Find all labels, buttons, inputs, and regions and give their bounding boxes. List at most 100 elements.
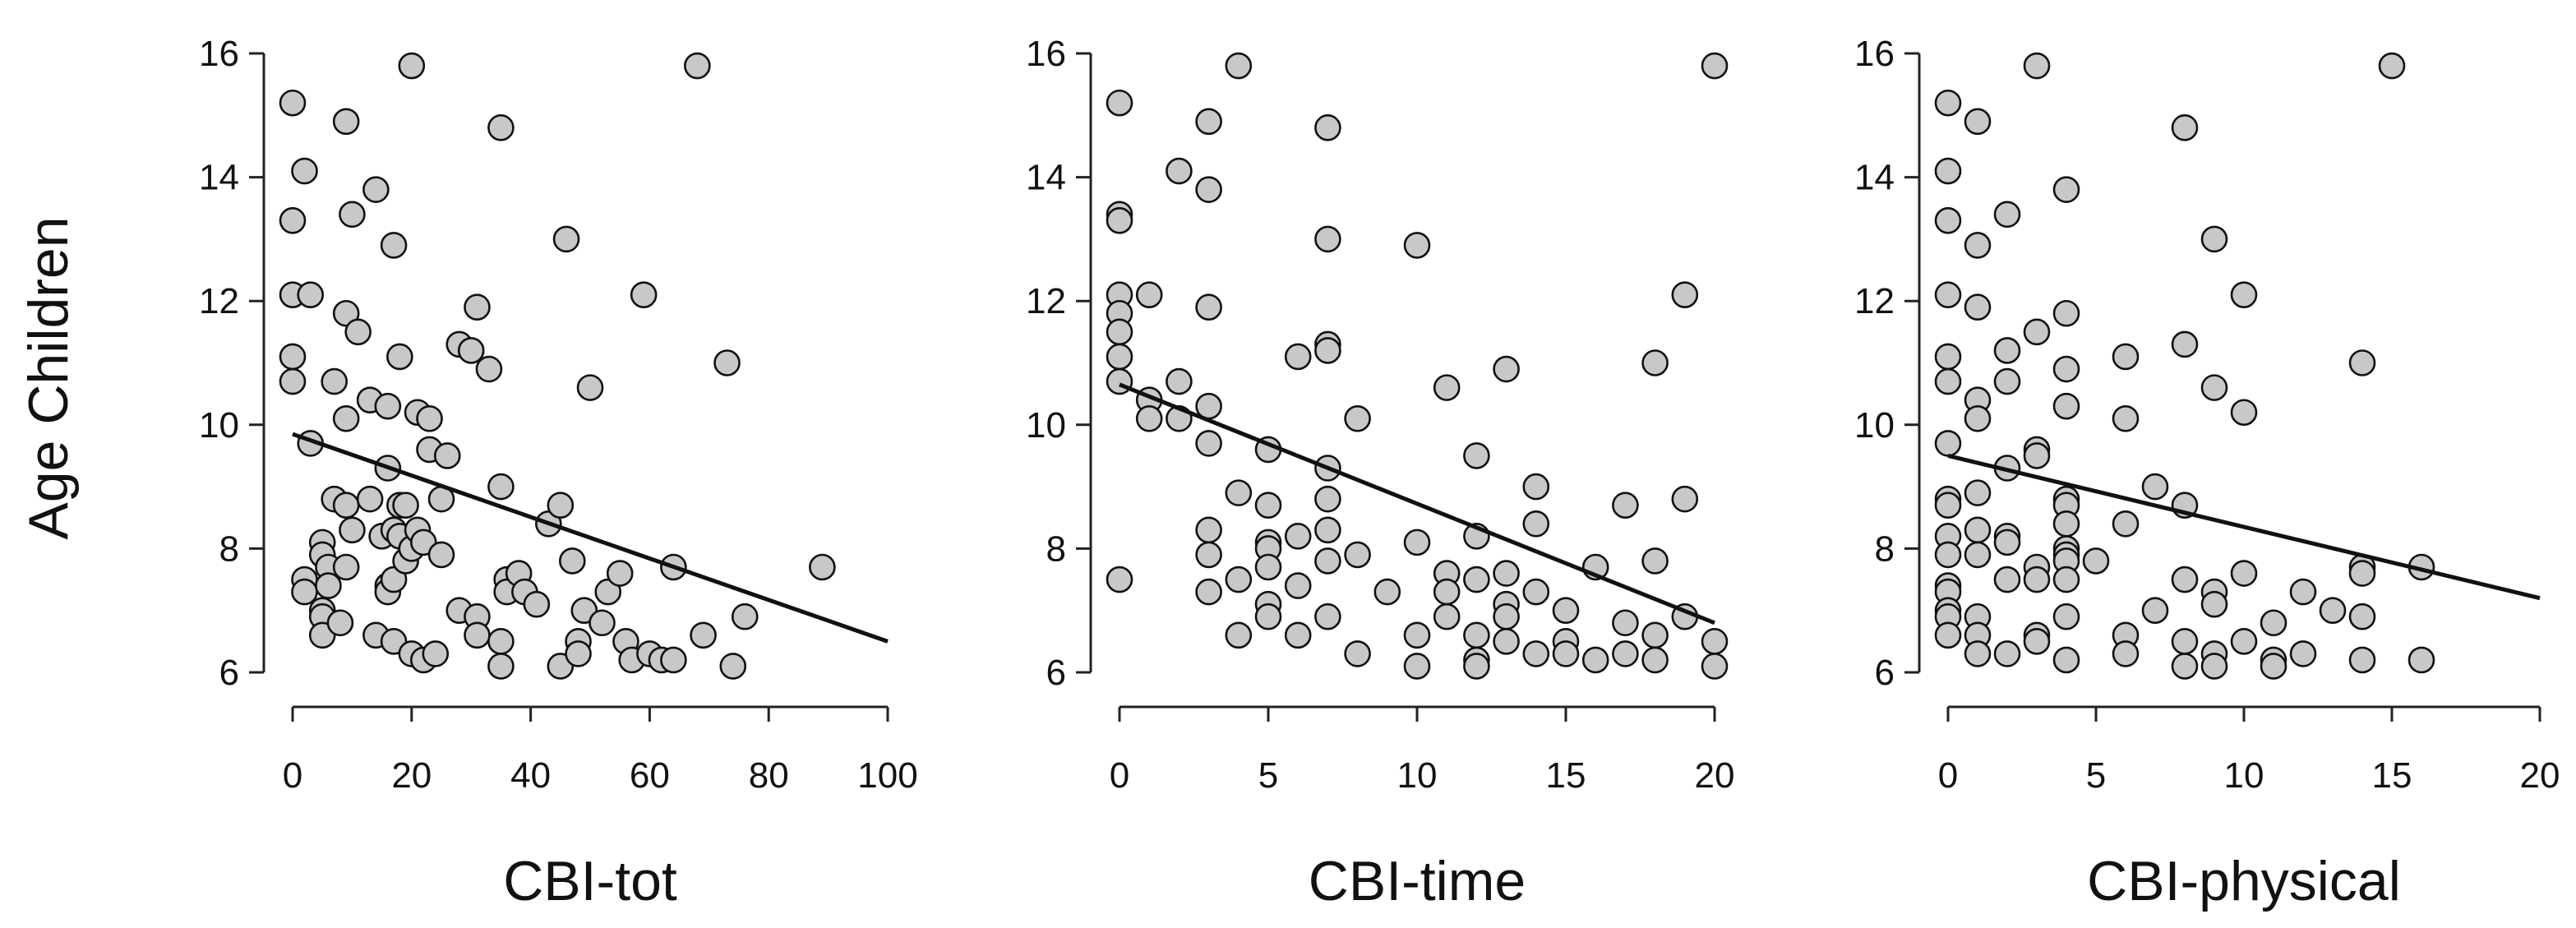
data-point: [576, 374, 604, 401]
data-point: [398, 52, 426, 80]
data-point: [2141, 597, 2169, 625]
data-point: [386, 343, 413, 371]
data-point: [1195, 578, 1222, 606]
data-point: [1314, 603, 1341, 630]
data-point: [487, 653, 515, 680]
data-point: [660, 646, 687, 674]
x-axis-title: CBI-physical: [2087, 850, 2401, 912]
data-point: [1403, 232, 1431, 259]
data-point: [1433, 578, 1461, 606]
data-point: [1612, 609, 1639, 637]
regression-line: [292, 432, 889, 644]
data-point: [2023, 566, 2051, 593]
x-tick-label: 5: [2086, 755, 2106, 796]
data-point: [2348, 646, 2376, 674]
data-point: [326, 609, 354, 637]
data-point: [297, 281, 325, 308]
regression-line: [1947, 454, 2541, 601]
data-point: [279, 207, 307, 234]
data-point: [416, 404, 443, 432]
data-point: [2052, 355, 2080, 383]
data-point: [1522, 473, 1550, 501]
data-point: [427, 541, 455, 569]
data-point: [2407, 646, 2435, 674]
data-point: [552, 225, 580, 253]
data-point: [2112, 640, 2140, 667]
data-point: [487, 473, 515, 501]
data-point: [1964, 479, 1992, 506]
data-point: [2260, 653, 2287, 680]
data-point: [1166, 367, 1193, 395]
data-point: [1195, 108, 1222, 136]
data-point: [606, 560, 634, 587]
data-point: [589, 609, 616, 637]
data-point: [1195, 176, 1222, 203]
data-point: [1934, 343, 1962, 371]
data-point: [547, 492, 575, 519]
data-point: [2052, 646, 2080, 674]
y-axis-title: Age Children: [17, 216, 80, 539]
data-point: [339, 201, 366, 229]
data-point: [2052, 176, 2080, 203]
data-point: [2171, 330, 2199, 358]
data-point: [1284, 523, 1312, 550]
data-point: [1641, 621, 1669, 649]
data-point: [690, 621, 717, 649]
data-point: [731, 603, 759, 630]
regression-line: [1119, 382, 1715, 626]
data-point: [2171, 566, 2199, 593]
data-point: [2348, 349, 2376, 376]
data-point: [2052, 603, 2080, 630]
data-point: [1964, 516, 1992, 544]
data-point: [2052, 566, 2080, 593]
data-point: [487, 628, 515, 655]
data-point: [1195, 430, 1222, 457]
y-tick-label: 12: [199, 281, 239, 321]
y-tick-label: 12: [1854, 281, 1895, 321]
data-point: [362, 176, 390, 203]
data-point: [1493, 560, 1520, 587]
data-point: [2289, 578, 2317, 606]
data-point: [1284, 621, 1312, 649]
data-point: [1314, 516, 1341, 544]
data-point: [2200, 225, 2228, 253]
data-point: [315, 572, 342, 599]
data-point: [1701, 52, 1729, 80]
data-point: [2230, 628, 2258, 655]
y-tick-label: 16: [1026, 34, 1066, 74]
data-point: [1106, 566, 1133, 593]
data-point: [332, 404, 360, 432]
data-point: [291, 157, 318, 185]
data-point: [1344, 404, 1371, 432]
data-point: [1195, 516, 1222, 544]
data-point: [2200, 374, 2228, 401]
data-point: [1433, 603, 1461, 630]
x-tick-label: 0: [1110, 755, 1129, 796]
data-point: [2289, 640, 2317, 667]
data-point: [2200, 590, 2228, 618]
data-point: [2171, 114, 2199, 141]
data-point: [1373, 578, 1401, 606]
data-point: [487, 114, 515, 141]
data-point: [1166, 157, 1193, 185]
data-point: [1641, 646, 1669, 674]
y-tick-label: 16: [199, 34, 239, 74]
data-point: [1344, 541, 1371, 569]
data-point: [1993, 529, 2021, 556]
data-point: [392, 492, 419, 519]
data-point: [2171, 628, 2199, 655]
data-point: [1612, 640, 1639, 667]
x-axis-title: CBI-time: [1309, 850, 1526, 912]
data-point: [2171, 653, 2199, 680]
x-tick-label: 20: [391, 755, 432, 796]
data-point: [332, 492, 360, 519]
y-tick-label: 6: [1046, 653, 1066, 693]
data-point: [2141, 473, 2169, 501]
data-point: [1254, 603, 1282, 630]
data-point: [1254, 553, 1282, 581]
y-tick-label: 6: [219, 653, 239, 693]
y-tick-label: 8: [1046, 529, 1066, 569]
data-point: [1195, 293, 1222, 321]
data-point: [1254, 492, 1282, 519]
data-point: [1581, 646, 1609, 674]
